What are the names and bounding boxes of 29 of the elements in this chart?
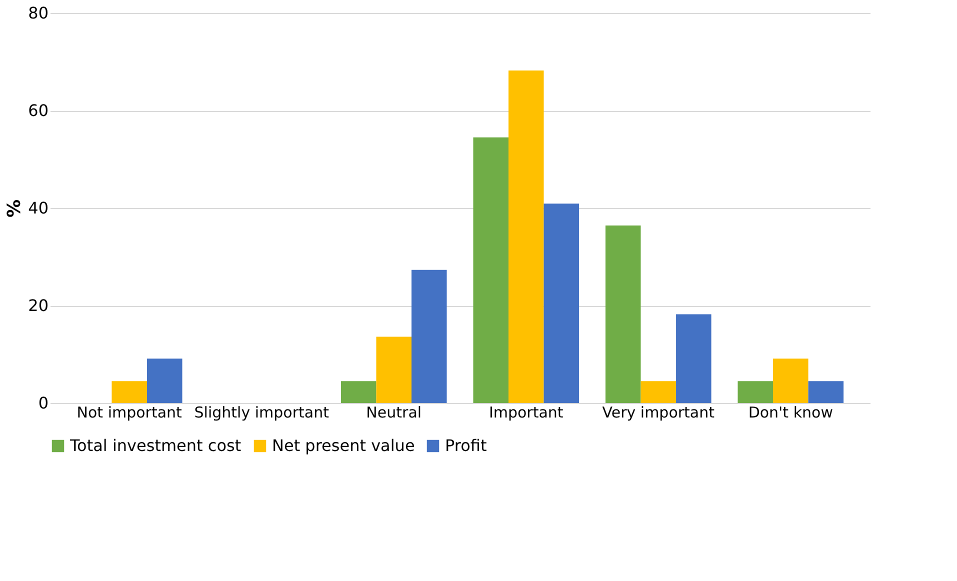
x-tick-label: Slightly important <box>194 404 330 422</box>
bar <box>508 70 544 403</box>
x-tick-label: Don't know <box>748 404 833 422</box>
bar <box>340 381 376 403</box>
y-tick-label: 80 <box>28 4 48 22</box>
bar <box>773 358 808 403</box>
bar <box>112 381 147 403</box>
y-tick-label: 60 <box>28 101 48 120</box>
bar <box>376 336 412 403</box>
y-tick-label: 20 <box>28 296 48 315</box>
bar <box>544 204 580 403</box>
y-axis-title: % <box>4 199 26 218</box>
bar <box>738 381 774 403</box>
y-tick-label: 40 <box>28 198 48 218</box>
legend-label: Profit <box>445 436 487 455</box>
x-tick-label: Neutral <box>366 404 422 422</box>
legend-label: Total investment cost <box>69 436 242 455</box>
bar <box>473 137 508 403</box>
bar <box>146 358 182 403</box>
x-tick-label: Important <box>488 404 564 422</box>
bar <box>605 226 641 403</box>
x-tick-label: Not important <box>76 404 182 422</box>
bar <box>412 270 447 403</box>
bar <box>808 381 844 403</box>
legend-label: Net present value <box>272 436 415 455</box>
y-tick-label: 0 <box>38 394 48 412</box>
x-tick-label: Very important <box>602 404 715 422</box>
bar <box>640 381 676 403</box>
bar <box>676 314 712 403</box>
